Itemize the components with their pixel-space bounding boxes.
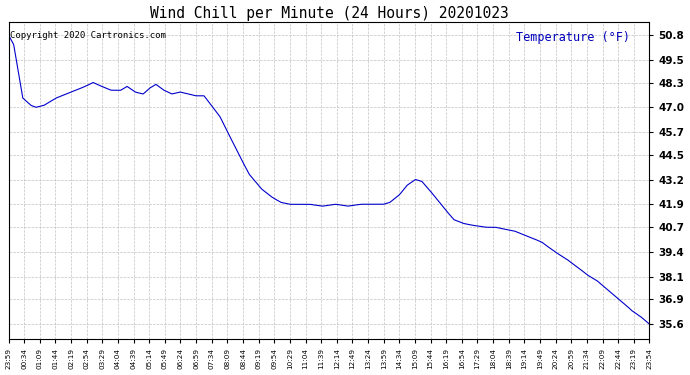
Text: Copyright 2020 Cartronics.com: Copyright 2020 Cartronics.com	[10, 31, 166, 40]
Title: Wind Chill per Minute (24 Hours) 20201023: Wind Chill per Minute (24 Hours) 2020102…	[150, 6, 509, 21]
Text: Temperature (°F): Temperature (°F)	[516, 31, 630, 44]
